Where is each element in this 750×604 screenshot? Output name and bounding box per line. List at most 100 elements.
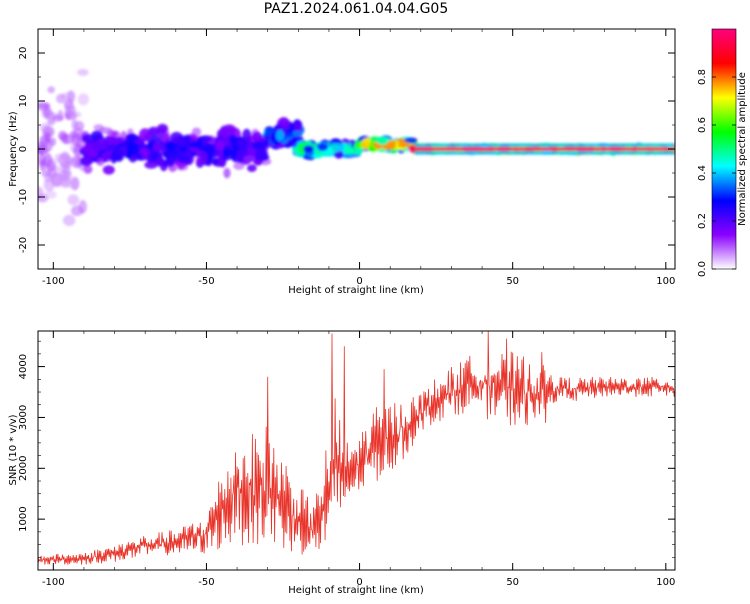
spectrogram-cell <box>229 135 238 145</box>
spectrogram-x-ticks: -100 -50 0 50 100 <box>42 29 675 287</box>
y-tick-label: 0 <box>18 146 29 152</box>
spectrogram-cell <box>254 148 267 161</box>
spectrogram-cell <box>236 138 249 149</box>
y-tick-label: 3000 <box>18 405 29 430</box>
spectrogram-cell <box>167 151 175 159</box>
spectrogram-cell <box>199 135 213 142</box>
spectrogram-cell <box>215 139 225 151</box>
x-tick-label: -50 <box>198 577 214 588</box>
spectrogram-cell <box>360 141 371 149</box>
spectrogram-cell <box>47 86 55 94</box>
spectrogram-cell <box>191 127 202 137</box>
spectrogram-cell <box>99 127 113 134</box>
spectrogram-cell <box>333 150 344 159</box>
spectrogram-cell <box>107 136 120 146</box>
spectrogram-cell <box>404 137 418 144</box>
spectrogram-cell <box>275 129 285 142</box>
y-tick-label: -20 <box>18 237 29 253</box>
spectrogram-cell <box>292 130 303 138</box>
spectrogram-cell <box>61 152 70 162</box>
x-tick-label: 100 <box>656 276 675 287</box>
spectrogram-cell <box>115 148 123 156</box>
colorbar-label: Normalized spectral amplitude <box>737 72 748 226</box>
spectrogram-carrier-edge <box>414 143 675 148</box>
spectrogram-cell <box>68 106 76 114</box>
snr-y-axis-label: SNR (10 * v/v) <box>8 414 19 485</box>
spectrogram-cell <box>153 142 161 152</box>
snr-plot-area <box>38 331 675 570</box>
spectrogram-cell <box>222 147 233 157</box>
spectrogram-cell <box>57 109 64 122</box>
y-tick-label: 4000 <box>18 354 29 379</box>
spectrogram-cell <box>102 165 115 175</box>
spectrogram-cell <box>148 126 160 135</box>
spectrogram-cell <box>38 102 51 109</box>
snr-frame <box>37 330 676 571</box>
x-tick-label: -100 <box>42 577 65 588</box>
spectrogram-cell <box>223 167 231 179</box>
spectrogram-cell <box>303 145 314 153</box>
figure-title: PAZ1.2024.061.04.04.G05 <box>263 1 449 17</box>
colorbar-tick-label: 0.8 <box>697 69 708 85</box>
y-tick-label: 10 <box>18 95 29 108</box>
snr-panel: -100 -50 0 50 100 1000 2000 3000 4000 Height of… <box>8 330 676 596</box>
spectrogram-cell <box>39 159 47 172</box>
y-tick-label: 20 <box>18 47 29 60</box>
spectrogram-cell <box>77 68 89 76</box>
spectrogram-cell <box>207 146 216 154</box>
spectrogram-carrier <box>414 147 675 151</box>
colorbar-ticks: 0.0 0.2 0.4 0.6 0.8 <box>697 69 736 277</box>
spectrogram-cell <box>144 161 158 169</box>
y-tick-label: -10 <box>18 189 29 205</box>
spectrogram-cell <box>45 162 56 172</box>
spectrogram-cell <box>139 128 151 142</box>
spectrogram-cell <box>56 93 66 104</box>
spectrogram-cell <box>247 164 257 172</box>
spectrogram-cell <box>38 146 48 155</box>
spectrogram-cell <box>236 149 244 164</box>
spectrogram-cell <box>126 142 140 156</box>
spectrogram-y-ticks: -20 -10 0 10 20 <box>18 28 675 270</box>
spectrogram-cell <box>222 124 237 135</box>
spectrogram-cell <box>44 131 51 143</box>
colorbar-frame <box>711 28 737 270</box>
spectrogram-cell <box>74 120 85 131</box>
y-tick-label: 2000 <box>18 456 29 481</box>
spectrogram-cell <box>176 154 191 163</box>
x-tick-label: 50 <box>506 276 519 287</box>
spectrogram-cell <box>58 169 73 182</box>
spectrogram-cell <box>38 186 44 199</box>
spectrogram-cell <box>211 157 219 166</box>
spectrogram-cell <box>168 164 177 172</box>
spectrogram-cell <box>156 123 169 133</box>
y-tick-label: 1000 <box>18 506 29 531</box>
spectrogram-cell <box>42 106 53 120</box>
colorbar-tick-label: 0.6 <box>697 117 708 133</box>
spectrogram-cell <box>397 141 410 148</box>
spectrogram-cell <box>141 147 151 157</box>
colorbar-tick-label: 0.4 <box>697 165 708 181</box>
spectrogram-cells <box>38 68 675 226</box>
spectrogram-cell <box>44 190 57 199</box>
spectrogram-cell <box>50 137 57 147</box>
spectrogram-cell <box>252 131 263 142</box>
spectrogram-cell <box>58 130 67 141</box>
spectrogram-cell <box>92 142 103 152</box>
x-tick-label: 100 <box>656 577 675 588</box>
spectrogram-cell <box>188 140 201 149</box>
x-tick-label: -50 <box>198 276 214 287</box>
spectrogram-cell <box>196 150 208 165</box>
snr-series-line <box>38 331 675 565</box>
spectrogram-cell <box>376 136 389 145</box>
spectrogram-cell <box>233 161 245 170</box>
snr-y-ticks: 1000 2000 3000 4000 <box>18 340 675 571</box>
spectrogram-cell <box>177 135 187 148</box>
spectrogram-cell <box>155 156 165 165</box>
spectrogram-cell <box>77 93 89 106</box>
snr-x-ticks: -100 -50 0 50 100 <box>42 331 675 588</box>
spectrogram-cell <box>91 130 103 141</box>
spectrogram-cell <box>120 130 127 144</box>
spectrogram-cell <box>243 155 256 163</box>
spectrogram-cell <box>71 133 82 146</box>
